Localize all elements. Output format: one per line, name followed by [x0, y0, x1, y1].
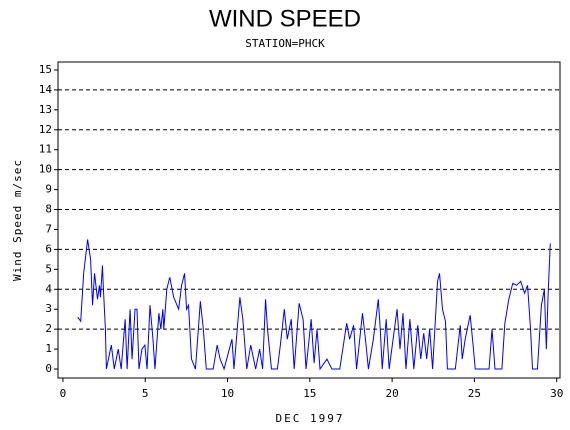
chart-subtitle: STATION=PHCK [245, 37, 325, 50]
y-tick-label: 15 [39, 63, 52, 76]
chart-title: WIND SPEED [209, 5, 361, 32]
y-tick-label: 11 [39, 143, 52, 156]
y-tick-label: 1 [45, 342, 52, 355]
x-tick-label: 10 [221, 387, 234, 400]
y-tick-label: 13 [39, 103, 52, 116]
y-tick-label: 3 [45, 302, 52, 315]
y-tick-label: 5 [45, 262, 52, 275]
y-tick-label: 6 [45, 242, 52, 255]
y-tick-label: 0 [45, 362, 52, 375]
y-tick-label: 10 [39, 163, 52, 176]
x-axis-label: DEC 1997 [276, 412, 345, 425]
y-tick-label: 4 [45, 282, 52, 295]
x-tick-label: 30 [550, 387, 563, 400]
y-tick-label: 8 [45, 203, 52, 216]
x-tick-label: 0 [60, 387, 67, 400]
wind-speed-line [77, 239, 551, 371]
x-tick-label: 20 [385, 387, 398, 400]
x-tick-label: 25 [468, 387, 481, 400]
plot-frame [57, 61, 561, 379]
y-tick-label: 12 [39, 123, 52, 136]
y-axis-label: Wind Speed m/sec [11, 159, 24, 281]
y-tick-label: 2 [45, 322, 52, 335]
y-tick-label: 14 [39, 83, 53, 96]
x-tick-label: 15 [303, 387, 316, 400]
y-tick-label: 9 [45, 183, 52, 196]
y-tick-label: 7 [45, 222, 52, 235]
x-tick-label: 5 [142, 387, 149, 400]
